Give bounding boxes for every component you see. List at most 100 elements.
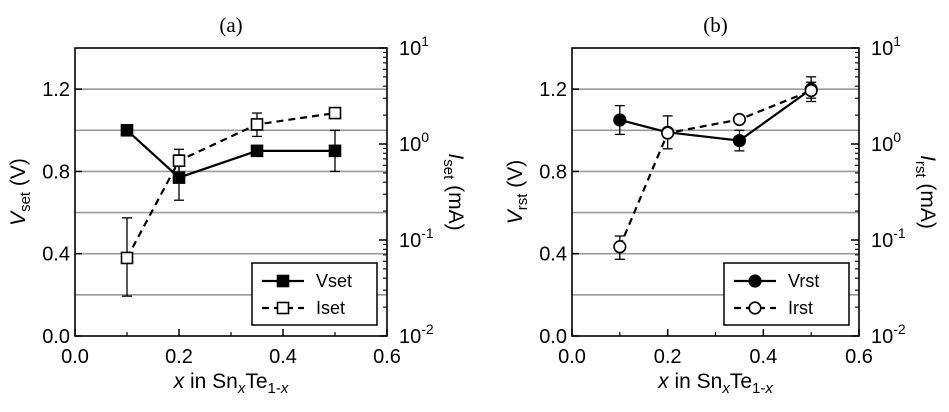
legend-label-Vset: Vset [316, 271, 352, 291]
y2-tick-label-b: 101 [871, 33, 901, 60]
y-axis-unit: (V) [504, 160, 527, 194]
series-Vset [120, 123, 342, 201]
y2-axis-var: I [916, 155, 939, 161]
y2-tick-exp: 1 [893, 33, 901, 49]
y2-tick-label-a: 100 [399, 129, 429, 156]
y-axis-var: V [504, 208, 527, 224]
legend-label-Iset: Iset [316, 298, 345, 318]
y-axis-var: V [7, 210, 30, 226]
data-point-Irst [804, 83, 818, 98]
data-point-Iset [250, 118, 264, 131]
y2-tick-label-a: 10-2 [399, 321, 434, 348]
y2-tick-label-a: 10-1 [399, 225, 434, 252]
legend-label-Irst: Irst [788, 298, 813, 318]
panel-b: 0.0 0.2 0.4 0.60.00.40.81.210-210-1100101(b… [504, 13, 939, 397]
data-point-Vset [120, 123, 134, 137]
data-point-Irst [661, 126, 675, 140]
x-axis-text: Te [730, 370, 752, 393]
data-point-Vrst [732, 133, 747, 148]
x-tick-label-a: 0.2 [165, 346, 193, 368]
data-point-Vset [250, 144, 264, 158]
series-line-Vrst [619, 88, 812, 142]
series-Iset [120, 106, 342, 297]
series-Vrst [613, 76, 818, 152]
legend-marker-Vrst [748, 274, 762, 288]
data-point-Vrst [613, 113, 627, 127]
series-Irst [613, 81, 818, 260]
legend-marker-Irst [748, 301, 762, 315]
y2-tick-exp: 0 [421, 129, 429, 145]
y-tick-label-a: 0.8 [42, 161, 70, 183]
y2-tick-exp: -2 [893, 321, 906, 337]
y-tick-label-a: 1.2 [42, 79, 70, 101]
panel-title-b: (b) [703, 13, 728, 37]
x-axis-var: x [173, 370, 186, 393]
x-axis-title-b: x in SnxTe1-x [657, 370, 773, 397]
y-axis-sub: rst [514, 193, 531, 210]
y2-axis-unit: (mA) [916, 178, 939, 229]
y-axis-sub: set [17, 191, 34, 212]
x-axis-sub: x [764, 380, 773, 397]
y2-axis-var: I [444, 153, 467, 159]
y-axis-unit: (V) [7, 158, 30, 192]
x-axis-sub: x [721, 380, 730, 397]
data-point-Iset [328, 106, 342, 120]
y-tick-label-b: 0.0 [539, 326, 567, 348]
y2-tick-base: 10 [399, 38, 421, 60]
data-point-Irst [732, 112, 747, 127]
legend-a: Vset Iset [251, 262, 378, 326]
y2-axis-unit: (mA) [444, 179, 467, 230]
y2-tick-exp: 1 [421, 33, 429, 49]
y2-tick-base: 10 [399, 134, 421, 156]
y2-axis-sub: rst [912, 161, 929, 178]
x-tick-label-b: 0.4 [749, 346, 777, 368]
y2-tick-exp: -1 [421, 225, 434, 241]
y-tick-label-b: 0.8 [539, 161, 567, 183]
y2-axis-title-a: Iset (mA) [440, 153, 467, 230]
x-axis-title-a: x in SnxTe1-x [173, 370, 289, 397]
x-tick-label-b: 0.0 [558, 346, 586, 368]
x-axis-sub: 1- [268, 380, 281, 397]
legend-box [723, 262, 850, 326]
x-axis-var: x [657, 370, 670, 393]
data-point-Vset [328, 144, 342, 158]
panel-title-a: (a) [219, 13, 242, 37]
panel-a: 0.0 0.2 0.4 0.60.00.40.81.210-210-1100101(a… [7, 13, 467, 397]
x-tick-label-a: 0.6 [373, 346, 401, 368]
y2-tick-base: 10 [871, 326, 893, 348]
y-tick-label-b: 1.2 [539, 79, 567, 101]
y2-tick-base: 10 [399, 230, 421, 252]
y-tick-label-b: 0.4 [539, 244, 567, 266]
legend-marker-Vset [276, 274, 290, 288]
x-axis-text: in Sn [184, 370, 238, 393]
y-axis-title-a: Vset (V) [7, 158, 34, 226]
y2-tick-label-a: 101 [399, 33, 429, 60]
y2-tick-base: 10 [399, 326, 421, 348]
y2-tick-label-b: 100 [871, 129, 901, 156]
legend-b: Vrst Irst [723, 262, 850, 326]
series-line-Irst [618, 89, 812, 248]
x-tick-label-a: 0.4 [269, 346, 297, 368]
y2-axis-sub: set [440, 159, 457, 180]
x-axis-sub: 1- [752, 380, 765, 397]
series-line-Vset [126, 129, 335, 179]
series-line-Iset [126, 111, 336, 259]
x-tick-label-b: 0.2 [654, 346, 682, 368]
x-axis-sub: x [280, 380, 289, 397]
x-tick-label-b: 0.6 [845, 346, 873, 368]
data-point-Irst [613, 240, 627, 254]
x-axis-text: Te [245, 370, 267, 393]
data-point-Iset [120, 251, 134, 265]
y-axis-title-b: Vrst (V) [504, 160, 531, 225]
y2-tick-exp: -2 [421, 321, 434, 337]
legend-box [251, 262, 378, 326]
y-tick-label-a: 0.0 [42, 326, 70, 348]
x-axis-sub: x [237, 380, 246, 397]
legend-label-Vrst: Vrst [788, 271, 819, 291]
y2-tick-exp: 0 [893, 129, 901, 145]
data-point-Iset [172, 154, 186, 167]
x-axis-text: in Sn [669, 370, 723, 393]
y2-tick-base: 10 [871, 230, 893, 252]
y2-tick-base: 10 [871, 38, 893, 60]
